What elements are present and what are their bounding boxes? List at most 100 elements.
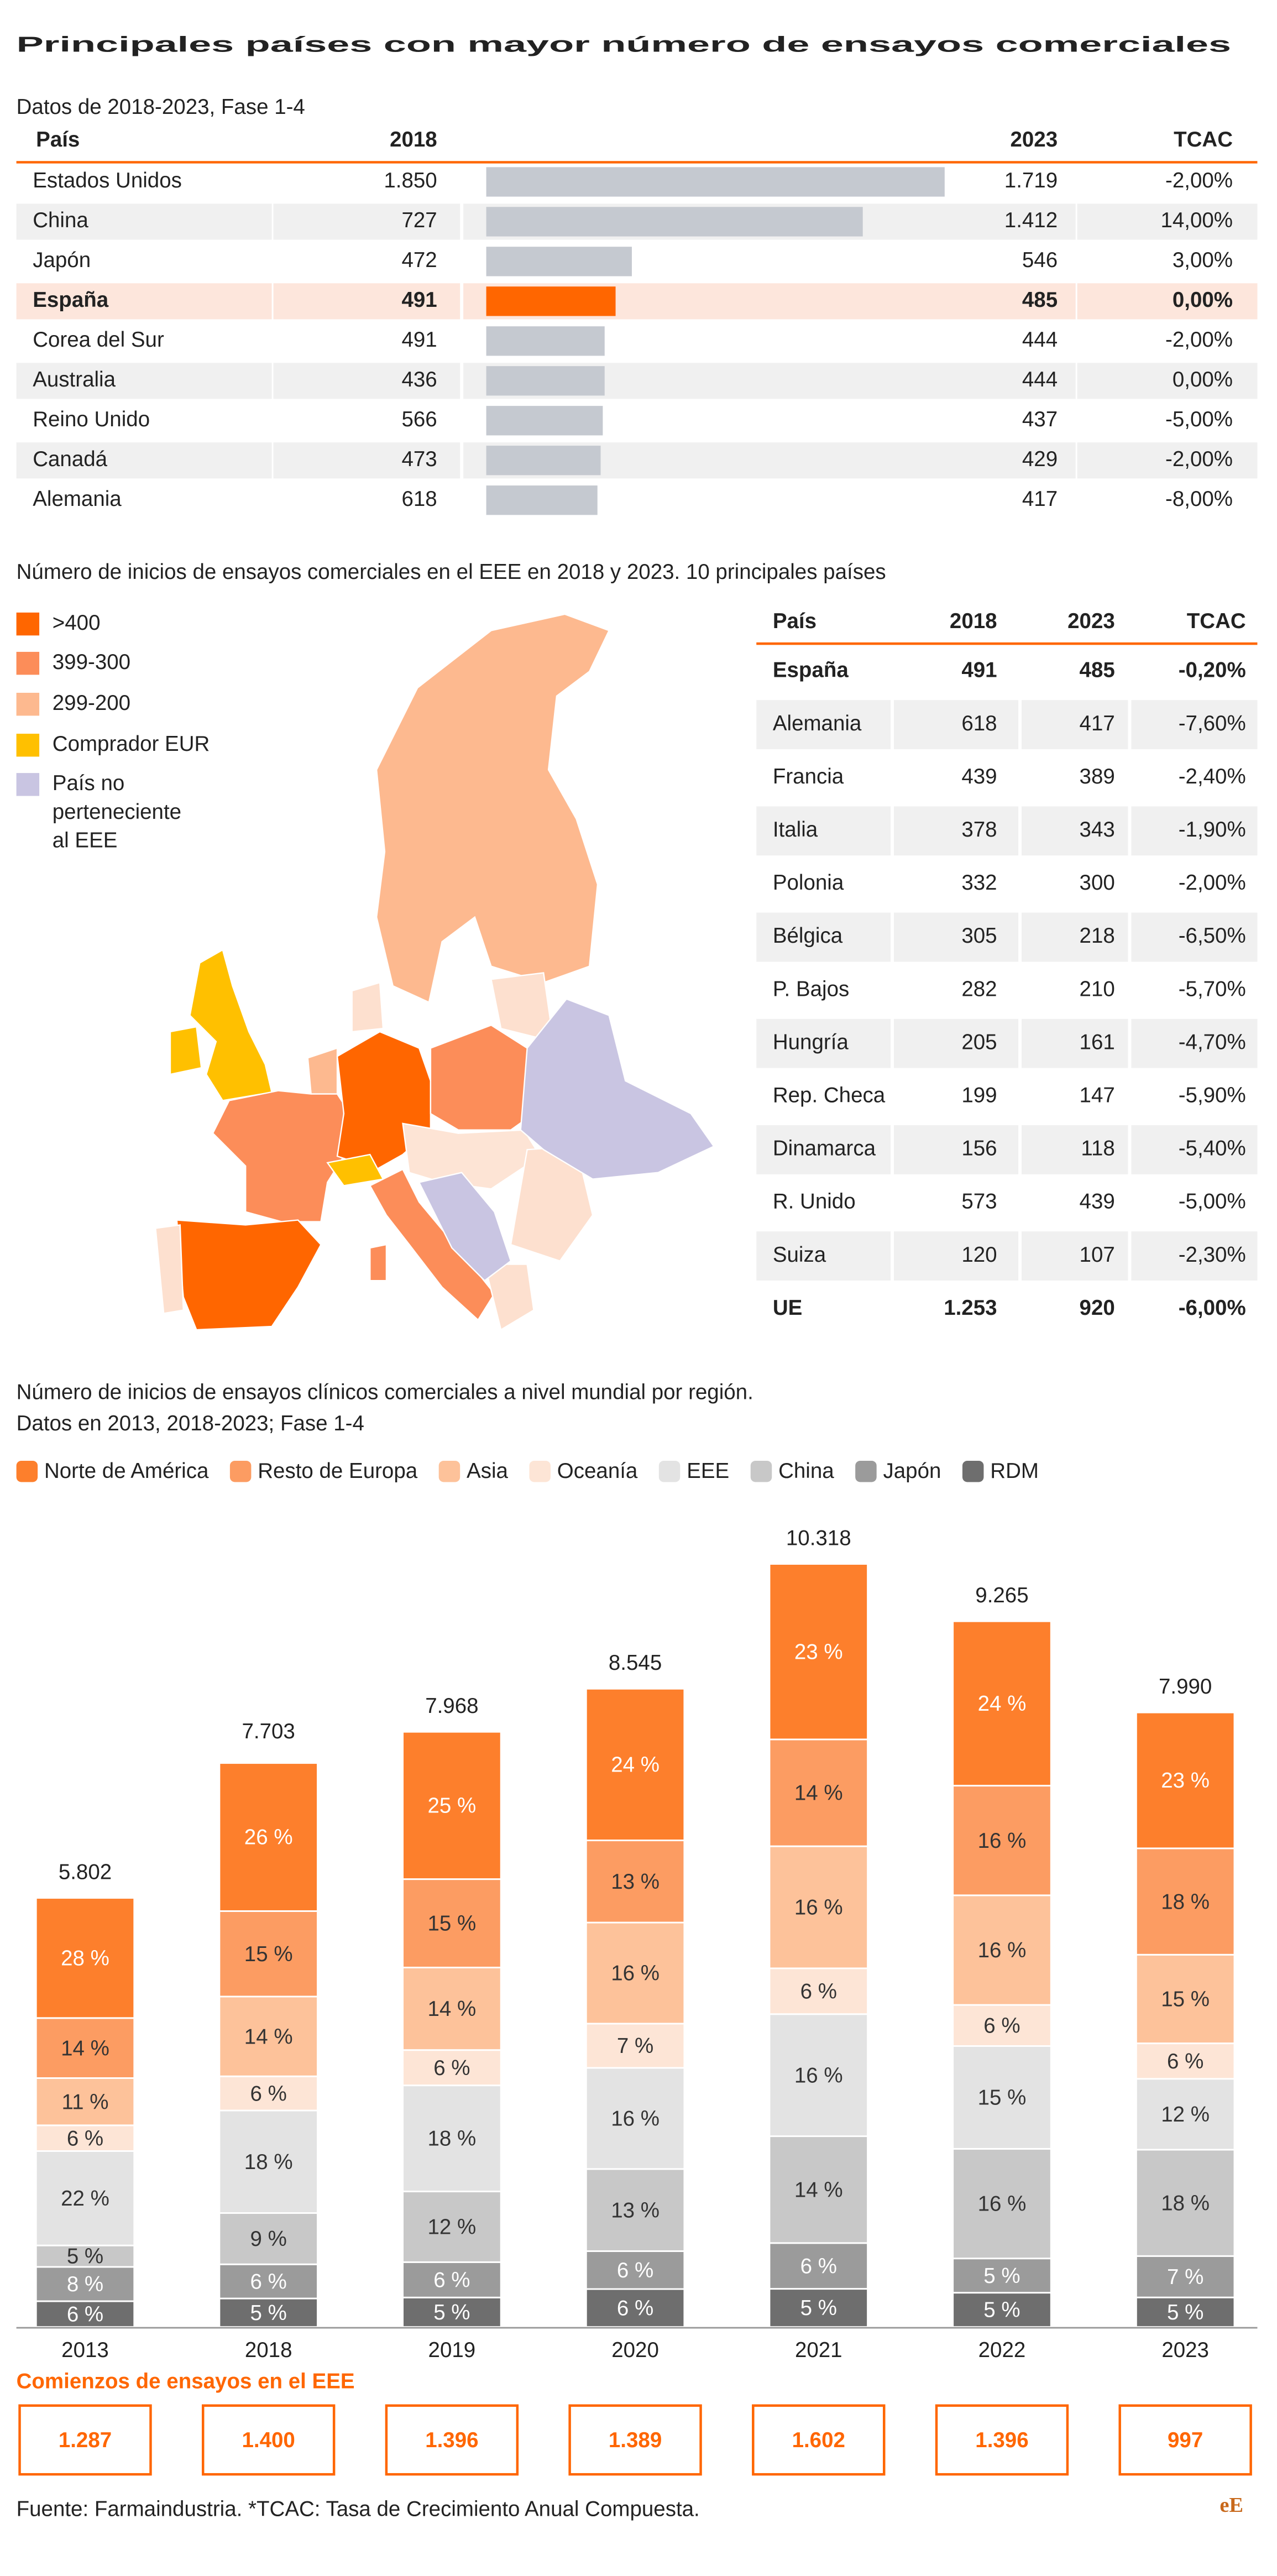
row-background — [1077, 442, 1258, 479]
table-cell: 389 — [1080, 765, 1115, 788]
row-background — [894, 912, 1019, 962]
segment-label: 15 % — [244, 1942, 293, 1966]
segment-label: 14 % — [244, 2025, 293, 2049]
table-cell: 491 — [961, 659, 997, 682]
table-cell: -2,40% — [1179, 765, 1246, 788]
segment-label: 12 % — [428, 2216, 477, 2239]
bar-segment — [952, 1785, 1052, 1896]
bar-segment — [402, 2190, 502, 2263]
column-header: 2018 — [950, 609, 997, 633]
table-cell: 120 — [961, 1243, 997, 1267]
legend-label: Japón — [883, 1459, 941, 1483]
row-background — [756, 912, 891, 962]
country-label: China — [33, 208, 88, 232]
legend-swatch — [16, 773, 40, 796]
value-2018: 1.850 — [384, 169, 437, 192]
value-2023: 417 — [1022, 487, 1058, 511]
bar — [486, 286, 616, 316]
table-cell: -6,00% — [1179, 1296, 1246, 1320]
tcac: -2,00% — [1165, 169, 1233, 192]
segment-label: 28 % — [61, 1946, 109, 1970]
segment-label: 5 % — [983, 2264, 1020, 2288]
row-background — [1131, 806, 1258, 856]
segment-label: 14 % — [61, 2036, 109, 2060]
europe-map — [155, 613, 715, 1331]
bar-segment — [768, 2135, 869, 2244]
table-cell: Bélgica — [773, 924, 843, 948]
country-label: Japón — [33, 248, 91, 272]
row-background — [1131, 1125, 1258, 1174]
country-label: Alemania — [33, 487, 122, 511]
bar-segment — [402, 1878, 502, 1968]
main-title: Principales países con mayor número de e… — [17, 33, 1231, 56]
country-label: Reino Unido — [33, 407, 150, 431]
x-tick-label: 2013 — [61, 2338, 109, 2362]
segment-label: 24 % — [978, 1692, 1027, 1716]
row-background — [16, 363, 272, 399]
bar-segment — [35, 1897, 135, 2019]
segment-label: 6 % — [250, 2082, 287, 2105]
greece — [484, 1263, 535, 1331]
segment-label: 15 % — [428, 1912, 477, 1936]
tcac: 14,00% — [1160, 208, 1233, 232]
row-background — [1022, 806, 1128, 856]
legend-swatch — [16, 612, 40, 636]
bar-segment — [585, 1921, 685, 2025]
table-cell: Alemania — [773, 712, 862, 735]
segment-label: 26 % — [244, 1826, 293, 1849]
bar-segment — [402, 2084, 502, 2192]
table-cell: -5,70% — [1179, 977, 1246, 1001]
tcac: 0,00% — [1173, 288, 1233, 312]
eee-box — [752, 2404, 886, 2476]
table-cell: 161 — [1080, 1030, 1115, 1054]
table-cell: -2,30% — [1179, 1243, 1246, 1267]
france — [212, 1090, 353, 1222]
row-background — [16, 283, 272, 320]
segment-label: 16 % — [978, 2192, 1027, 2216]
tcac: -5,00% — [1165, 407, 1233, 431]
eee-box — [202, 2404, 336, 2476]
segment-label: 9 % — [250, 2227, 287, 2251]
value-2018: 473 — [401, 447, 437, 471]
legend-label: EEE — [687, 1459, 729, 1483]
bar-segment — [952, 1894, 1052, 2006]
bar — [486, 366, 605, 396]
tcac: 3,00% — [1173, 248, 1233, 272]
value-2023: 429 — [1022, 447, 1058, 471]
table-cell: -4,70% — [1179, 1030, 1246, 1054]
value-2018: 618 — [401, 487, 437, 511]
row-background — [1131, 1231, 1258, 1281]
table-cell: 199 — [961, 1083, 997, 1107]
legend-label: al EEE — [53, 829, 118, 853]
bar — [486, 446, 601, 476]
table-cell: España — [773, 659, 849, 682]
row-background — [756, 1125, 891, 1174]
table-cell: 147 — [1080, 1083, 1115, 1107]
value-2018: 491 — [401, 328, 437, 352]
table-cell: 1.253 — [944, 1296, 997, 1320]
bar-segment — [952, 2004, 1052, 2047]
bar-segment — [585, 2067, 685, 2170]
value-2023: 444 — [1022, 328, 1058, 352]
segment-label: 12 % — [1161, 2103, 1210, 2126]
value-2018: 436 — [401, 368, 437, 391]
table-cell: 205 — [961, 1030, 997, 1054]
bar-segment — [1135, 1711, 1236, 1849]
segment-label: 16 % — [794, 1896, 843, 1920]
tcac: -8,00% — [1165, 487, 1233, 511]
row-background — [894, 700, 1019, 750]
row-background — [273, 283, 460, 320]
segment-label: 16 % — [611, 1962, 660, 1985]
table-cell: -7,60% — [1179, 712, 1246, 735]
bar-segment — [1135, 2149, 1236, 2257]
legend-swatch — [438, 1460, 460, 1482]
legend-swatch — [16, 651, 40, 675]
legend-label: perteneciente — [53, 800, 181, 824]
segment-label: 18 % — [244, 2150, 293, 2174]
table-cell: 107 — [1080, 1243, 1115, 1267]
legend-label: País no — [53, 771, 125, 795]
row-background — [1022, 912, 1128, 962]
country-label: España — [33, 288, 109, 312]
table-cell: -2,00% — [1179, 871, 1246, 895]
value-2023: 444 — [1022, 368, 1058, 391]
